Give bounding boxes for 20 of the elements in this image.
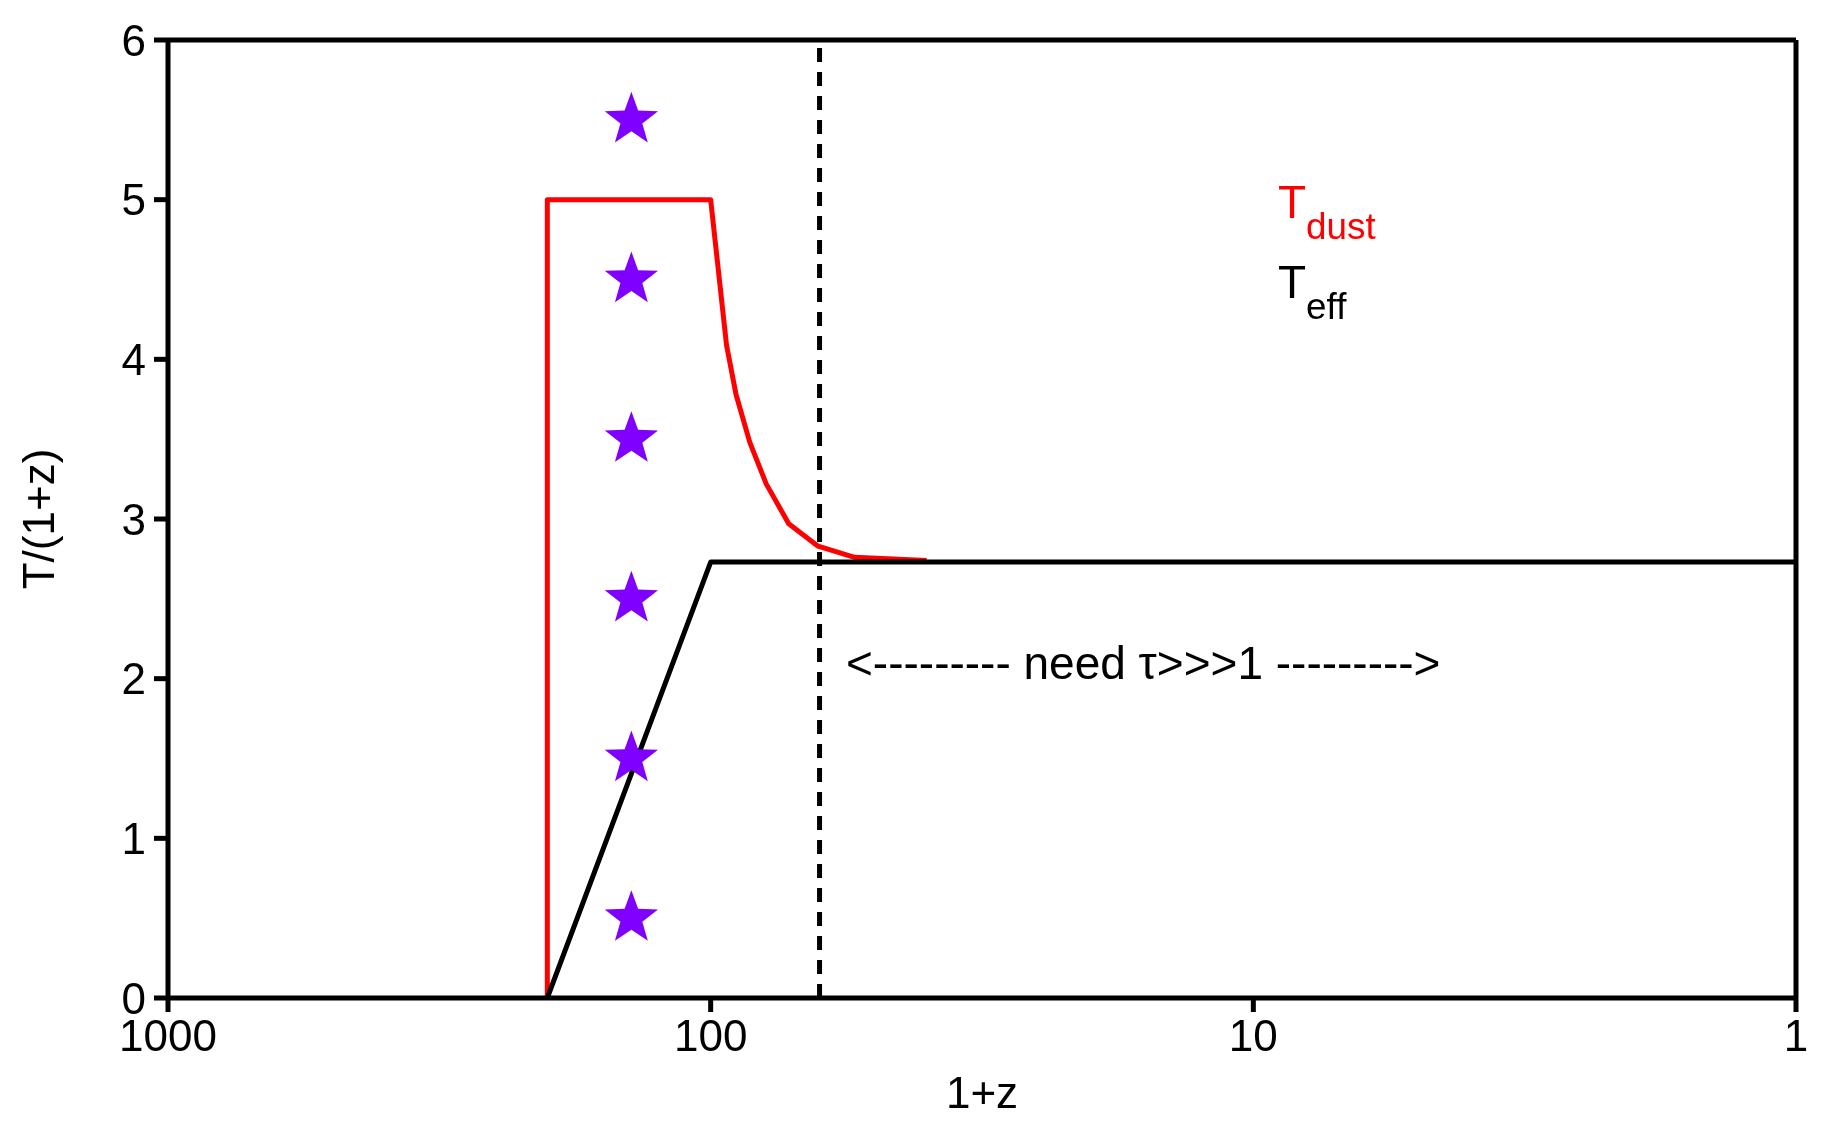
y-tick-label: 2: [121, 654, 146, 704]
text: T$_{dust}$: [1278, 176, 1376, 247]
y-axis-title: T/(1+z): [13, 448, 63, 590]
x-tick-label: 10: [1228, 1011, 1278, 1061]
y-tick-label: 5: [121, 175, 146, 225]
y-tick-label: 6: [121, 15, 146, 65]
point: [604, 570, 658, 622]
x-axis-title: 1+z: [945, 1068, 1019, 1117]
y-tick-label: 4: [121, 334, 146, 384]
y-tick-label: 1: [121, 813, 146, 863]
text: T$_{eff}$: [1278, 256, 1348, 327]
y-tick-label: 3: [121, 494, 146, 544]
point: [604, 91, 658, 143]
point: [604, 730, 658, 782]
point: [604, 890, 658, 941]
annotation: <--------- need τ>>>1 --------->: [846, 636, 1441, 690]
point: [604, 251, 658, 303]
point: [604, 411, 658, 462]
x-tick-label: 100: [673, 1011, 748, 1061]
x-tick-label: 1: [1783, 1011, 1809, 1061]
